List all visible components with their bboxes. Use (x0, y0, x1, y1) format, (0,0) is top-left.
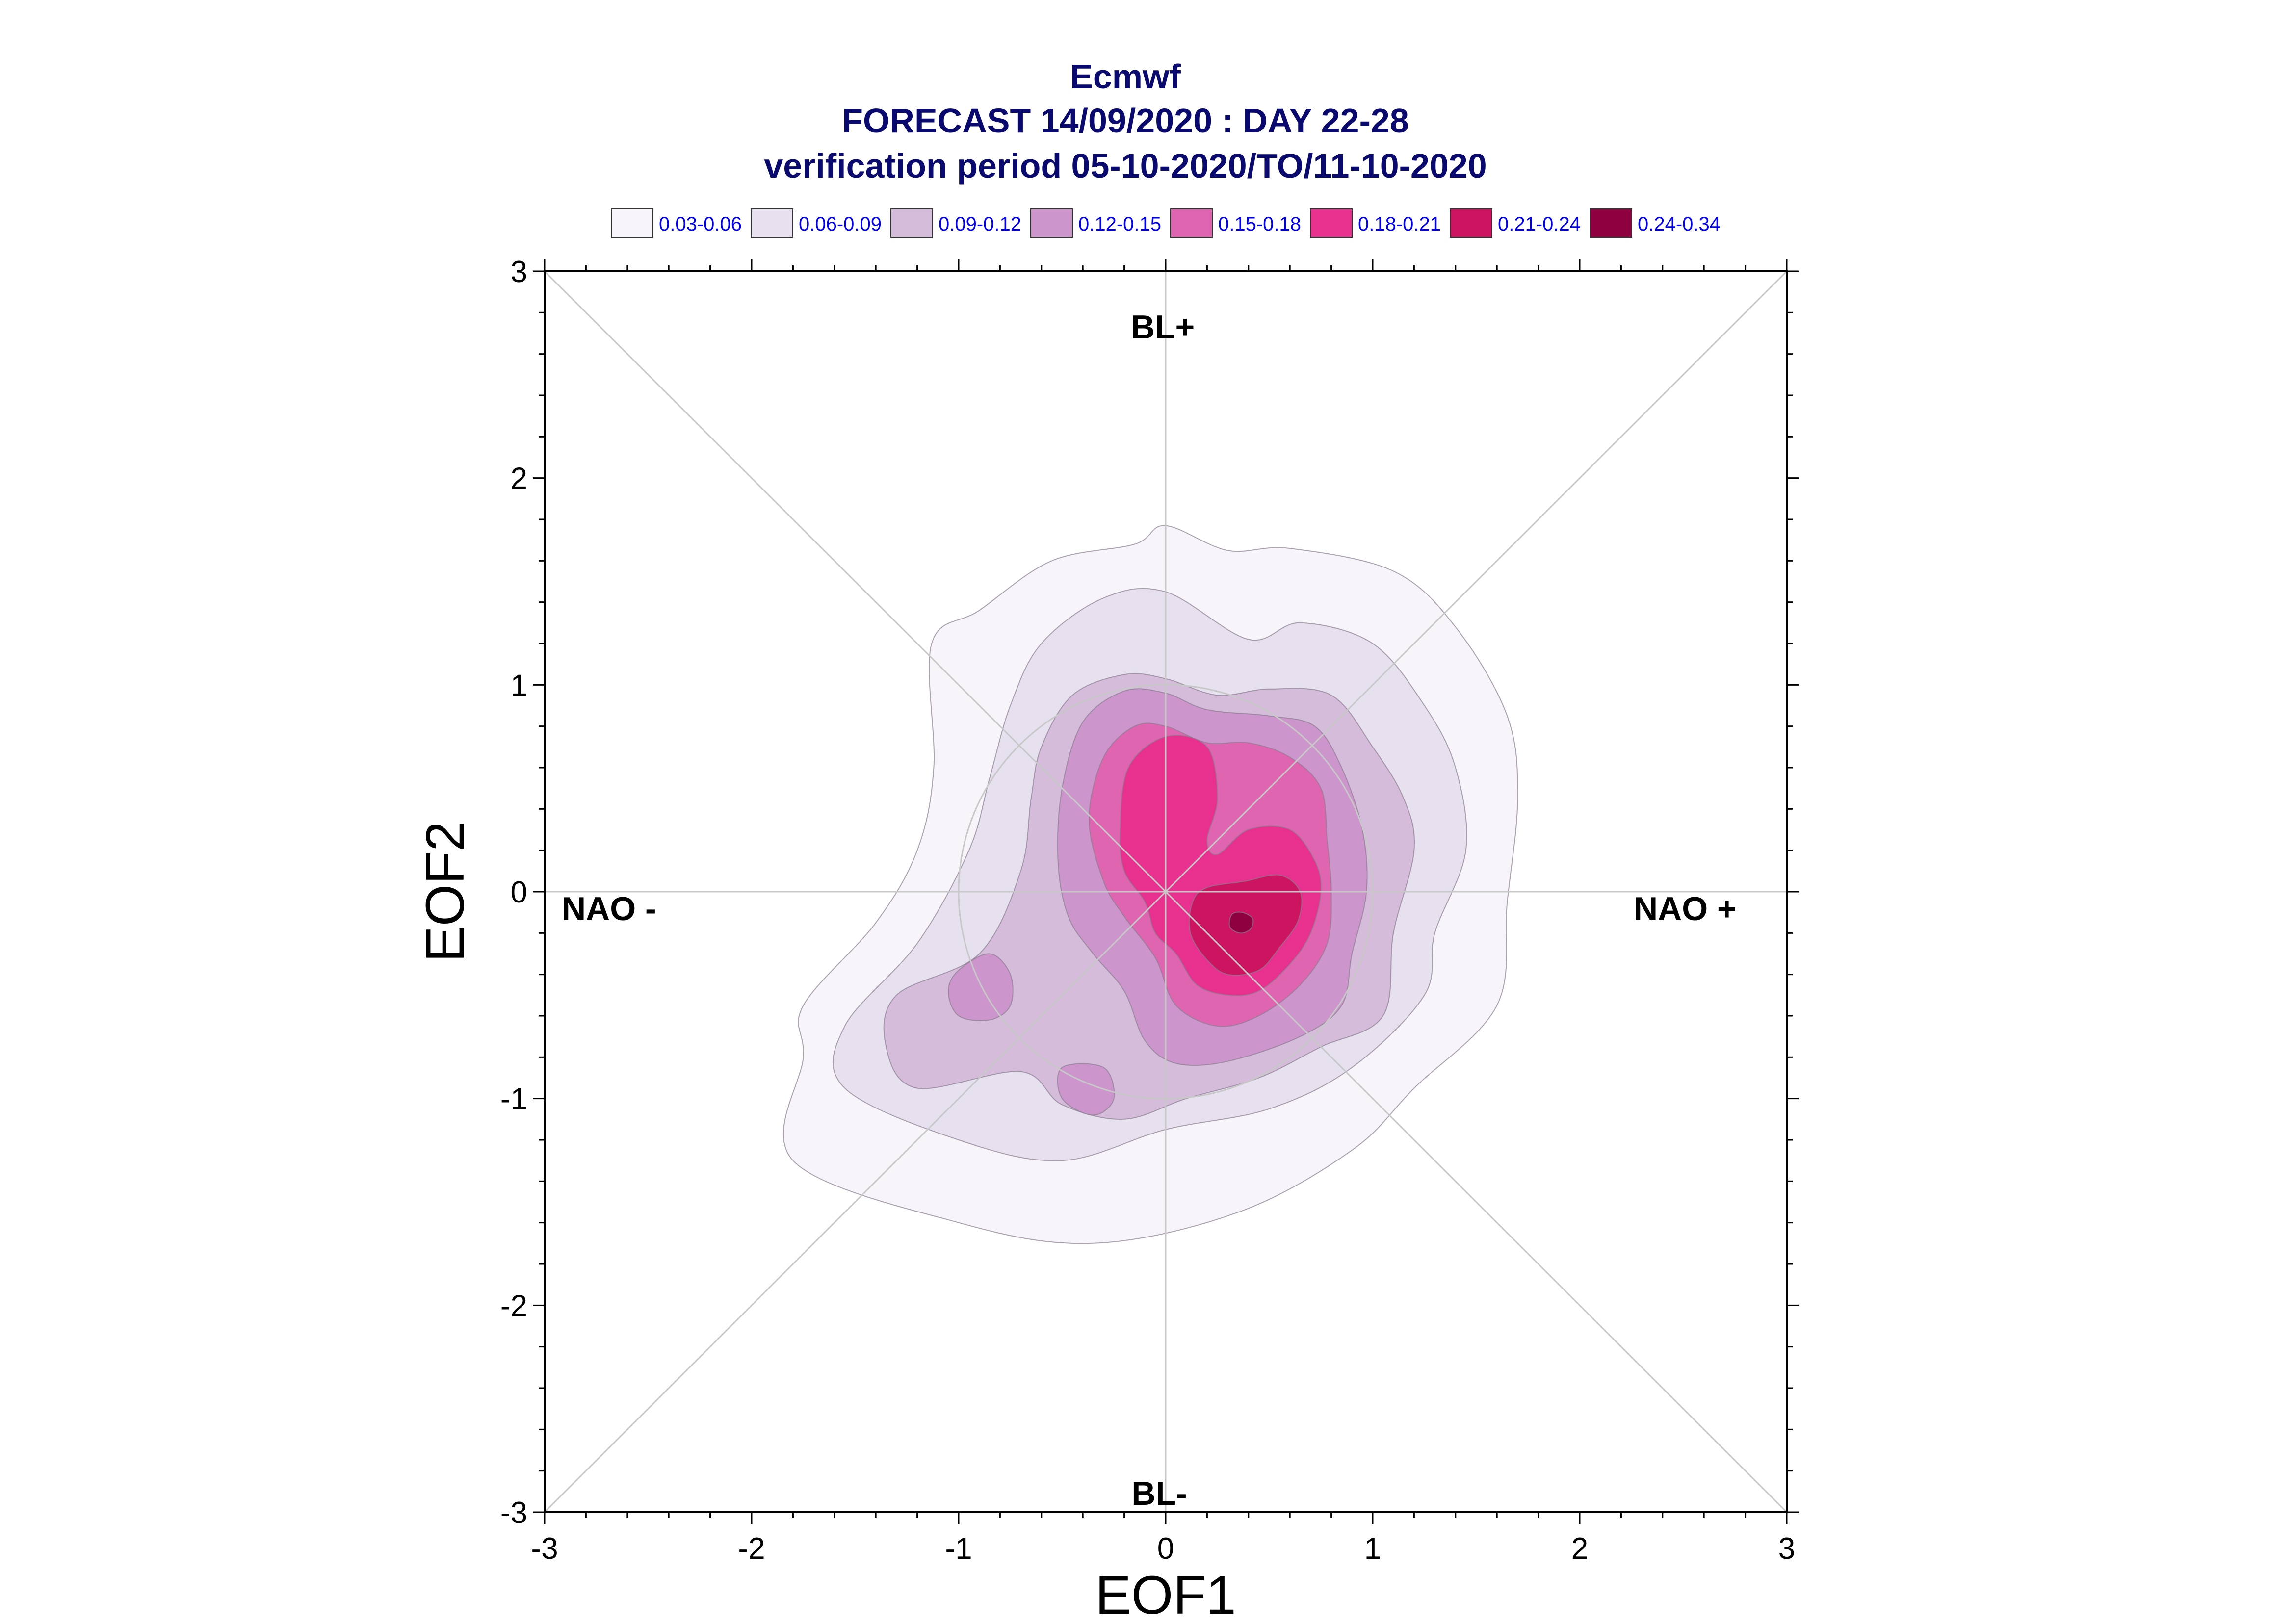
chart-subtitle-line-1: FORECAST 14/09/2020 : DAY 22-28 (842, 102, 1409, 140)
legend: 0.03-0.06 0.06-0.09 0.09-0.12 0.12-0.15 0.15… (611, 208, 1721, 238)
x-tick-label: 3 (1778, 1532, 1795, 1566)
legend-label: 0.24-0.34 (1638, 213, 1721, 235)
chart-titles: Ecmwf FORECAST 14/09/2020 : DAY 22-28 ve… (764, 57, 1487, 185)
y-tick-label: 3 (511, 255, 527, 289)
y-tick-label: 0 (511, 876, 527, 909)
y-tick-label: -1 (500, 1083, 527, 1116)
y-tick-label: -2 (500, 1289, 527, 1323)
x-tick-label: -1 (945, 1532, 972, 1566)
x-tick-label: -2 (738, 1532, 765, 1566)
reference-lines (544, 270, 1788, 1513)
axis-ticks: -3 -2 -1 0 1 2 3 3 2 1 0 -1 -2 -3 (500, 255, 1799, 1566)
density-contour-8-region-1 (1228, 911, 1254, 934)
legend-swatch (751, 208, 793, 238)
x-tick-label: 0 (1157, 1532, 1174, 1566)
legend-label: 0.21-0.24 (1498, 213, 1581, 235)
x-tick-label: -3 (531, 1532, 558, 1566)
x-tick-label: 1 (1364, 1532, 1381, 1566)
chart-subtitle-line-2: verification period 05-10-2020/TO/11-10-… (764, 147, 1487, 185)
legend-swatch (1450, 208, 1492, 238)
y-tick-label: 1 (511, 669, 527, 702)
chart-title: Ecmwf (1070, 57, 1181, 96)
diagonal-line-ascending (544, 270, 1788, 1513)
legend-swatch (1590, 208, 1632, 238)
regime-label-left: NAO - (562, 890, 656, 928)
legend-label: 0.06-0.09 (799, 213, 882, 235)
legend-swatch (1170, 208, 1213, 238)
legend-swatch (1030, 208, 1073, 238)
legend-swatch (890, 208, 933, 238)
y-axis-label: EOF2 (415, 821, 475, 962)
legend-label: 0.18-0.21 (1358, 213, 1441, 235)
unit-circle (958, 684, 1374, 1100)
y-tick-label: 2 (511, 462, 527, 496)
regime-label-top: BL+ (1131, 309, 1195, 346)
regime-label-right: NAO + (1634, 890, 1737, 928)
density-contour-4-region-2 (947, 953, 1014, 1021)
legend-swatch (1310, 208, 1353, 238)
legend-swatch (611, 208, 653, 238)
x-tick-label: 2 (1571, 1532, 1588, 1566)
density-contours (782, 525, 1518, 1244)
legend-label: 0.12-0.15 (1078, 213, 1161, 235)
regime-labels: BL+ BL- NAO - NAO + (562, 309, 1737, 1512)
legend-label: 0.09-0.12 (939, 213, 1021, 235)
legend-label: 0.15-0.18 (1218, 213, 1301, 235)
y-tick-label: -3 (500, 1496, 527, 1530)
legend-label: 0.03-0.06 (659, 213, 742, 235)
x-axis-label: EOF1 (1095, 1565, 1236, 1624)
regime-label-bottom: BL- (1131, 1475, 1187, 1512)
